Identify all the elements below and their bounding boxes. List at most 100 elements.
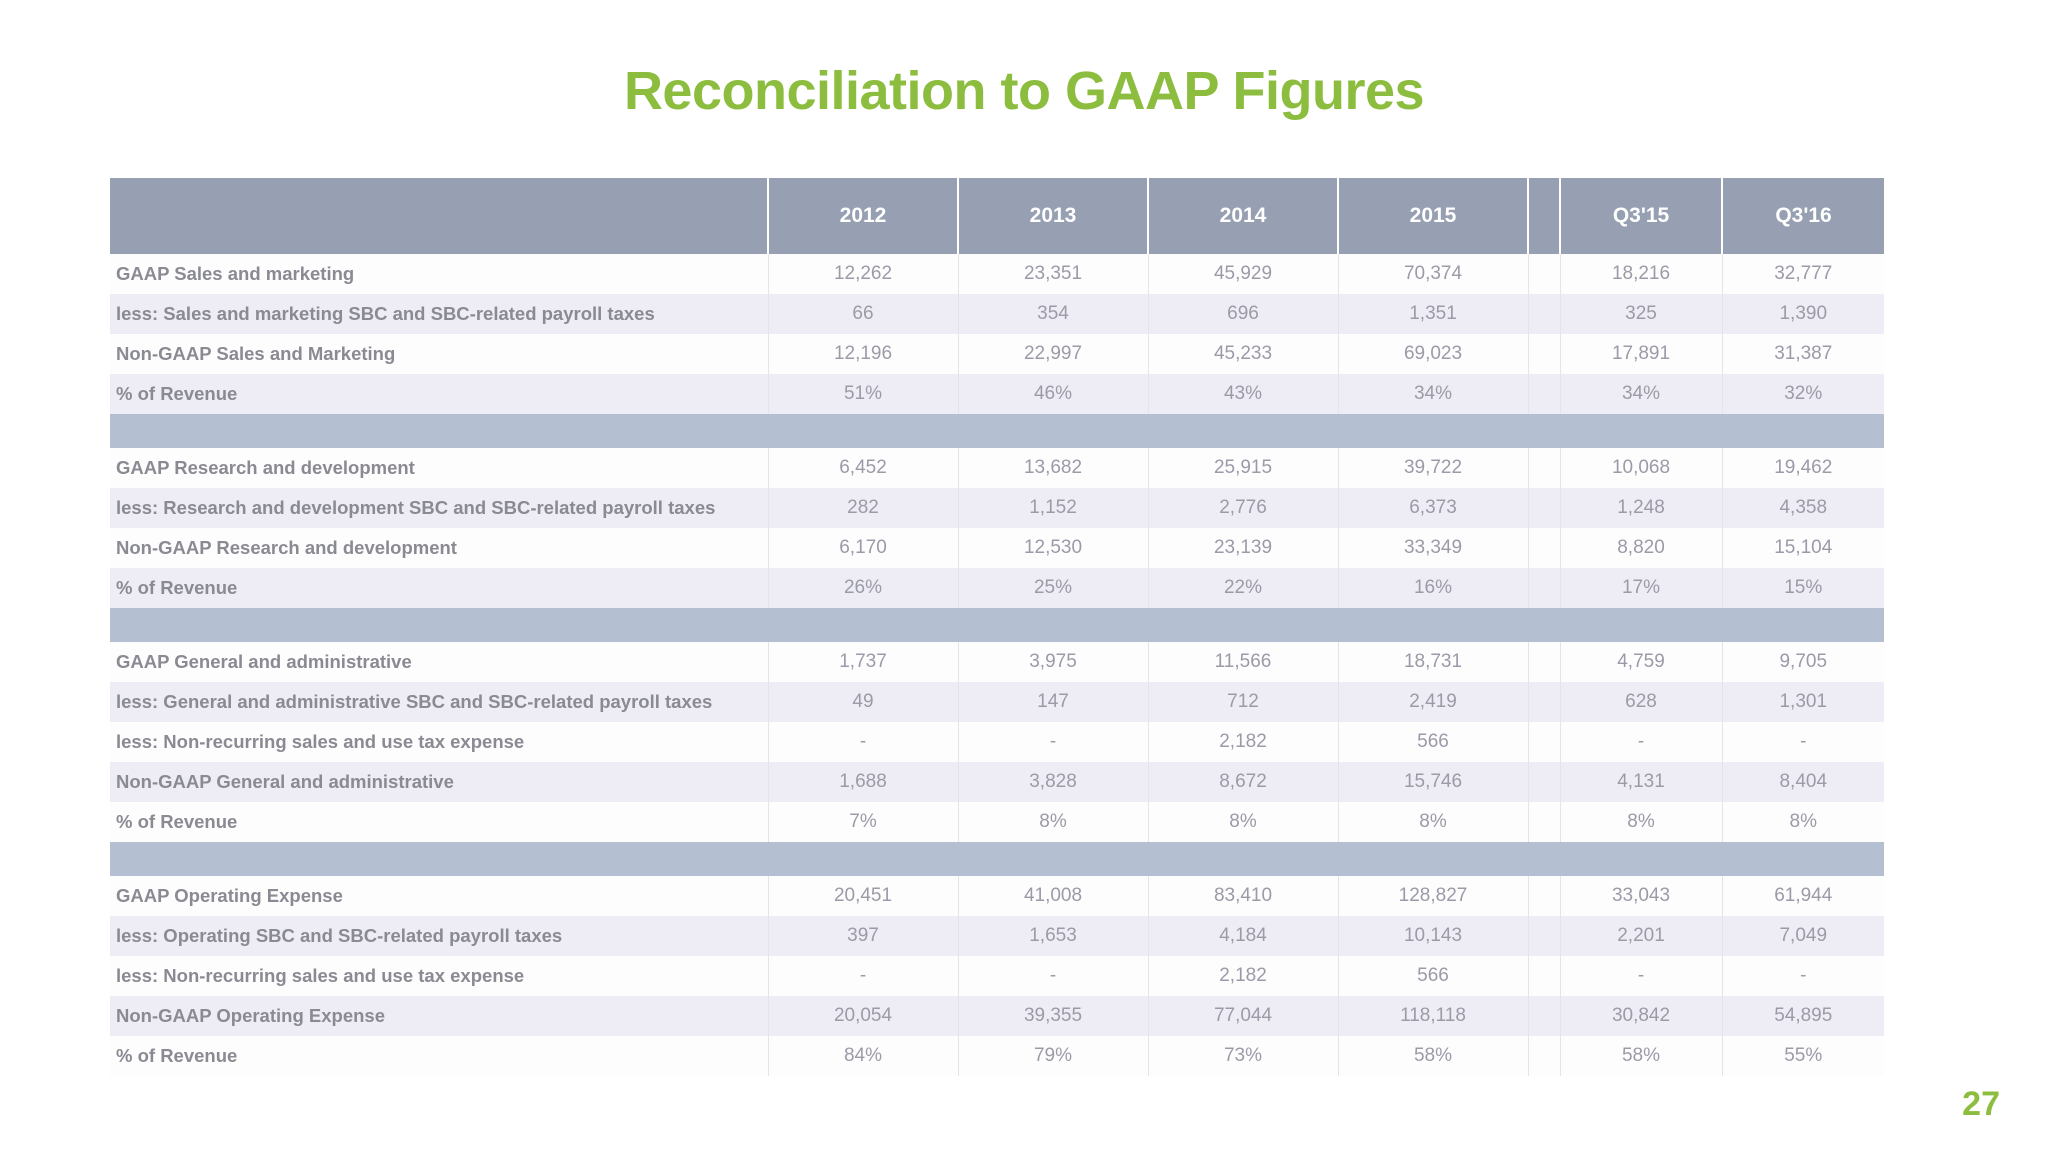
table-cell-value: 46%	[958, 374, 1149, 414]
column-header-2013[interactable]: 2013	[958, 178, 1149, 254]
column-header-label	[110, 178, 769, 254]
row-label: less: Research and development SBC and S…	[110, 488, 769, 528]
reconciliation-table: 2012 2013 2014 2015 Q3'15 Q3'16 GAAP Sal…	[110, 178, 1884, 1076]
table-cell-value: 11,566	[1148, 642, 1339, 682]
table-cell-value: 41,008	[958, 876, 1149, 916]
table-cell-value: 7%	[768, 802, 959, 842]
table-cell-value: 2,776	[1148, 488, 1339, 528]
table-cell-value: -	[1560, 956, 1723, 996]
row-label: % of Revenue	[110, 1036, 769, 1076]
table-cell-value: 54,895	[1722, 996, 1884, 1036]
table-cell-value: 2,182	[1148, 722, 1339, 762]
table-cell-spacer	[1528, 722, 1561, 762]
row-label: GAAP Operating Expense	[110, 876, 769, 916]
table-cell-value: 22%	[1148, 568, 1339, 608]
table-cell-value: 1,301	[1722, 682, 1884, 722]
table-row: less: General and administrative SBC and…	[110, 682, 1884, 722]
table-row: GAAP Sales and marketing 12,262 23,351 45,9…	[110, 254, 1884, 294]
table-body: GAAP Sales and marketing 12,262 23,351 45,9…	[110, 254, 1884, 1076]
table-cell-spacer	[1528, 956, 1561, 996]
row-label: Non-GAAP General and administrative	[110, 762, 769, 802]
table-cell-value: 58%	[1560, 1036, 1723, 1076]
table-cell-value: 23,139	[1148, 528, 1339, 568]
row-label: less: Non-recurring sales and use tax ex…	[110, 722, 769, 762]
table-cell-spacer	[1528, 568, 1561, 608]
table-cell-spacer	[1528, 334, 1561, 374]
table-cell-value: 33,043	[1560, 876, 1723, 916]
table-cell-value: 1,390	[1722, 294, 1884, 334]
table-row: GAAP General and administrative 1,737 3,97…	[110, 642, 1884, 682]
table-cell-value: 1,688	[768, 762, 959, 802]
table-row: GAAP Operating Expense 20,451 41,008 83,410…	[110, 876, 1884, 916]
row-label: GAAP Sales and marketing	[110, 254, 769, 294]
table-cell-value: -	[1722, 956, 1884, 996]
column-header-2012[interactable]: 2012	[768, 178, 959, 254]
row-label: less: Sales and marketing SBC and SBC-re…	[110, 294, 769, 334]
table-cell-value: -	[1722, 722, 1884, 762]
section-separator	[110, 608, 1884, 642]
table-cell-spacer	[1528, 876, 1561, 916]
column-header-2014[interactable]: 2014	[1148, 178, 1339, 254]
table-cell-value: 696	[1148, 294, 1339, 334]
table-row: less: Non-recurring sales and use tax ex…	[110, 956, 1884, 996]
table-cell-value: 8,672	[1148, 762, 1339, 802]
table-cell-value: 55%	[1722, 1036, 1884, 1076]
table-cell-value: 2,201	[1560, 916, 1723, 956]
page-title: Reconciliation to GAAP Figures	[623, 61, 1425, 121]
table-cell-value: -	[958, 956, 1149, 996]
table-cell-value: 20,451	[768, 876, 959, 916]
table-cell-value: 10,143	[1338, 916, 1529, 956]
table-cell-value: 61,944	[1722, 876, 1884, 916]
table-cell-value: 2,182	[1148, 956, 1339, 996]
table-cell-spacer	[1528, 916, 1561, 956]
table-cell-value: 1,653	[958, 916, 1149, 956]
table-cell-value: 73%	[1148, 1036, 1339, 1076]
table-cell-value: 12,530	[958, 528, 1149, 568]
table-cell-value: 25,915	[1148, 448, 1339, 488]
table-cell-value: 12,262	[768, 254, 959, 294]
column-header-2015[interactable]: 2015	[1338, 178, 1529, 254]
table-cell-value: 3,828	[958, 762, 1149, 802]
table-cell-value: 19,462	[1722, 448, 1884, 488]
table-cell-value: 32%	[1722, 374, 1884, 414]
table-cell-value: 282	[768, 488, 959, 528]
row-label: % of Revenue	[110, 568, 769, 608]
table-cell-value: 8,820	[1560, 528, 1723, 568]
table-cell-value: 49	[768, 682, 959, 722]
table-cell-value: 70,374	[1338, 254, 1529, 294]
table-cell-value: 4,358	[1722, 488, 1884, 528]
table-row: % of Revenue 51% 46% 43% 34% 34% 32%	[110, 374, 1884, 414]
table-cell-value: 39,355	[958, 996, 1149, 1036]
table-cell-spacer	[1528, 448, 1561, 488]
table-cell-value: 69,023	[1338, 334, 1529, 374]
table-cell-value: 15,104	[1722, 528, 1884, 568]
section-separator	[110, 414, 1884, 448]
column-header-q316[interactable]: Q3'16	[1722, 178, 1884, 254]
table-cell-value: 31,387	[1722, 334, 1884, 374]
table-cell-value: 1,152	[958, 488, 1149, 528]
table-cell-value: 25%	[958, 568, 1149, 608]
table-cell-spacer	[1528, 1036, 1561, 1076]
table-cell-value: 26%	[768, 568, 959, 608]
table-cell-value: 8%	[1338, 802, 1529, 842]
row-label: less: Non-recurring sales and use tax ex…	[110, 956, 769, 996]
table-cell-value: 8%	[1560, 802, 1723, 842]
table-cell-value: 4,131	[1560, 762, 1723, 802]
table-cell-value: 8%	[1722, 802, 1884, 842]
table-cell-value: 30,842	[1560, 996, 1723, 1036]
table-cell-value: 12,196	[768, 334, 959, 374]
table-cell-spacer	[1528, 528, 1561, 568]
table-cell-value: 15%	[1722, 568, 1884, 608]
table-cell-value: 10,068	[1560, 448, 1723, 488]
table-cell-value: 66	[768, 294, 959, 334]
row-label: % of Revenue	[110, 802, 769, 842]
table-cell-spacer	[1528, 682, 1561, 722]
table-cell-value: 20,054	[768, 996, 959, 1036]
table-row: % of Revenue 7% 8% 8% 8% 8% 8%	[110, 802, 1884, 842]
row-label: GAAP General and administrative	[110, 642, 769, 682]
table-cell-value: 147	[958, 682, 1149, 722]
table-cell-value: 45,233	[1148, 334, 1339, 374]
table-cell-value: 6,170	[768, 528, 959, 568]
column-header-q315[interactable]: Q3'15	[1560, 178, 1723, 254]
table-cell-value: 128,827	[1338, 876, 1529, 916]
